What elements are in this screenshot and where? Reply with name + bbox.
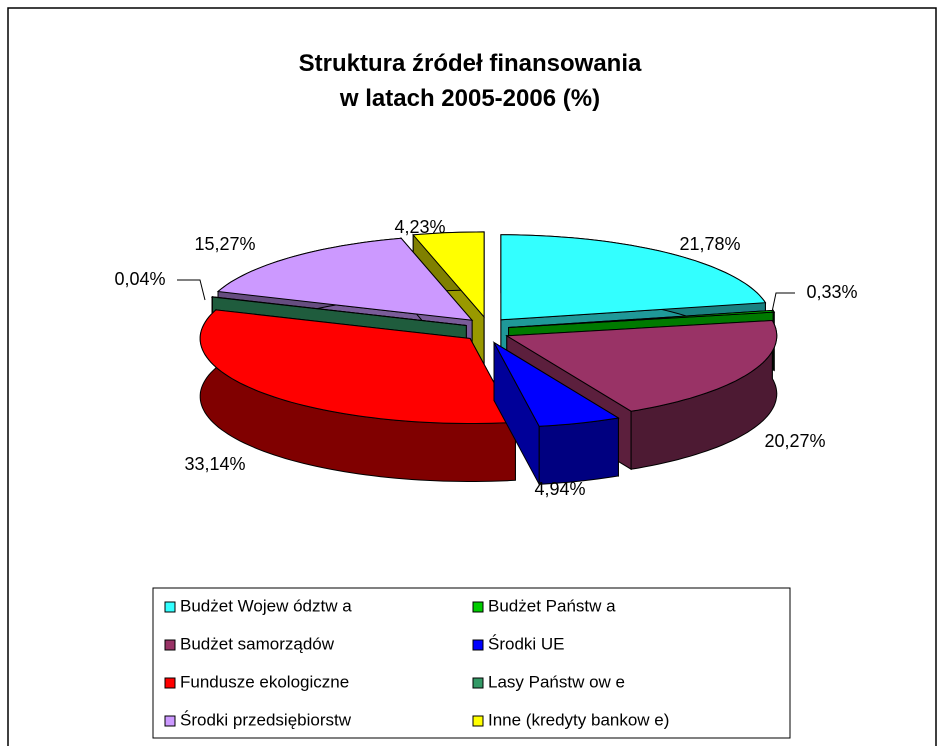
legend-label: Budżet samorządów <box>180 634 335 653</box>
data-label: 0,04% <box>114 269 165 289</box>
legend-swatch <box>473 716 483 726</box>
data-label: 4,23% <box>394 217 445 237</box>
legend-swatch <box>165 602 175 612</box>
data-label: 20,27% <box>764 431 825 451</box>
legend-label: Inne (kredyty bankow e) <box>488 710 669 729</box>
slice-wall <box>539 418 618 484</box>
data-label: 4,94% <box>534 479 585 499</box>
legend-swatch <box>473 678 483 688</box>
data-label: 21,78% <box>679 234 740 254</box>
legend-label: Lasy Państw ow e <box>488 672 625 691</box>
legend-swatch <box>473 602 483 612</box>
legend-label: Fundusze ekologiczne <box>180 672 349 691</box>
leader-line <box>177 280 205 300</box>
legend-label: Budżet Państw a <box>488 596 616 615</box>
legend-swatch <box>165 640 175 650</box>
legend-label: Środki UE <box>488 634 565 653</box>
legend-label: Środki przedsiębiorstw <box>180 710 352 729</box>
data-label: 33,14% <box>184 454 245 474</box>
data-label: 0,33% <box>806 282 857 302</box>
legend-swatch <box>165 716 175 726</box>
leader-line <box>772 293 795 312</box>
data-label: 15,27% <box>194 234 255 254</box>
legend-label: Budżet Wojew ództw a <box>180 596 352 615</box>
legend-swatch <box>473 640 483 650</box>
legend-swatch <box>165 678 175 688</box>
